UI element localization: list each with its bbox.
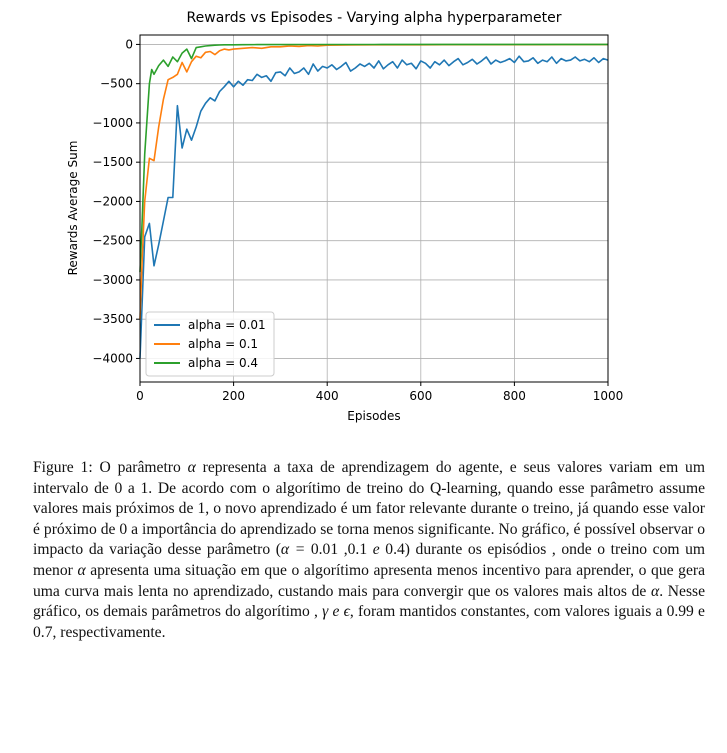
y-tick-label: −500 [100,77,133,91]
legend-box [145,311,275,377]
legend: alpha = 0.01 alpha = 0.1 alpha = 0.4 [145,311,275,377]
x-tick-label: 600 [409,389,432,403]
alpha-symbol: α [77,561,86,579]
epsilon-symbol: ϵ [343,603,350,621]
chart: Rewards vs Episodes - Varying alpha hype… [66,10,623,423]
y-tick-label: −2500 [92,234,133,248]
y-tick-label: −1500 [92,155,133,169]
series-lines [139,43,609,359]
y-tick-label: 0 [125,37,133,51]
legend-label-alpha-04: alpha = 0.4 [188,356,258,370]
legend-label-alpha-01: alpha = 0.1 [188,337,258,351]
x-tick-label: 800 [503,389,526,403]
x-tick-label: 0 [136,389,144,403]
caption-text: 0.4) durante os episódios , onde o trein… [33,541,706,579]
caption-text: e [372,541,380,559]
alpha-symbol: α [187,459,196,476]
x-tick-label: 200 [222,389,245,403]
series-line-alpha-04 [139,43,608,273]
x-tick-label: 400 [316,389,339,403]
y-tick-label: −4000 [92,351,133,365]
series-line-alpha-001 [139,55,609,359]
caption-text: , foram mantidos constantes, com valores… [33,603,705,641]
caption-text: . Nesse gráfico, os demais parâmetros do… [33,582,706,621]
caption-text: apresenta uma situação em que o algoríti… [33,561,705,600]
y-tick-label: −1000 [92,116,133,130]
caption-text: O parâmetro [99,459,181,476]
y-tick-label: −3500 [92,312,133,326]
gridlines [139,35,609,382]
figure-caption: Figure 1: O parâmetro α representa a tax… [33,458,705,643]
alpha-symbol: α [651,582,660,600]
y-axis-label: Rewards Average Sum [66,141,80,276]
series-line-alpha-01 [139,43,608,320]
x-axis-label: Episodes [347,409,400,423]
legend-label-alpha-001: alpha = 0.01 [188,318,266,332]
caption-label: Figure 1: [33,459,93,476]
gamma-symbol: γ [322,603,329,621]
caption-text: 0.01 ,0.1 [310,541,368,559]
x-ticks: 0 200 400 600 800 1000 [136,382,623,403]
y-tick-label: −3000 [92,273,133,287]
chart-title: Rewards vs Episodes - Varying alpha hype… [187,10,562,26]
plot-frame [139,34,609,383]
alpha-symbol: α = [280,541,306,559]
caption-text: representa a taxa de aprendizagem do age… [33,459,705,559]
y-ticks: 0 −500 −1000 −1500 −2000 −2500 −3000 −3500 −4000 [92,37,140,365]
y-tick-label: −2000 [92,194,133,208]
caption-text: e [332,603,340,621]
x-tick-label: 1000 [593,389,624,403]
